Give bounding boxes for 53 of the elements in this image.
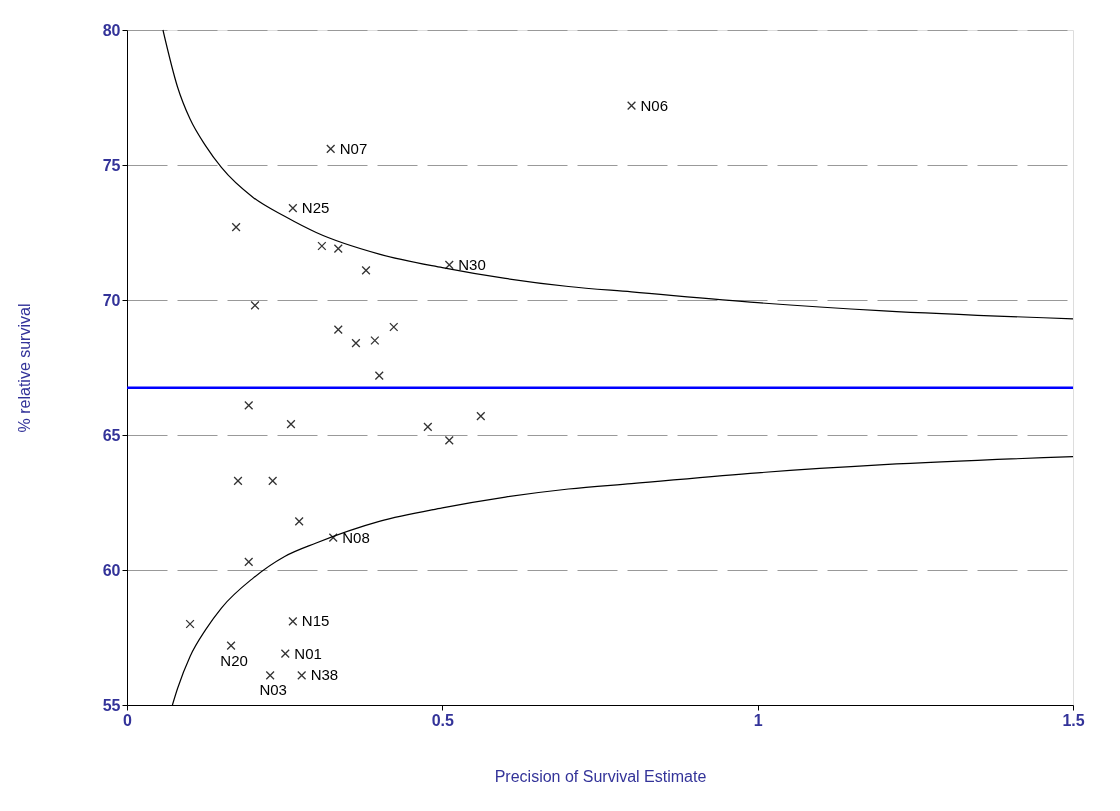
annotation: N25 <box>301 199 330 217</box>
point <box>389 322 399 332</box>
point <box>288 203 298 213</box>
point <box>361 265 371 275</box>
point <box>423 422 433 432</box>
x-axis-title: Precision of Survival Estimate <box>494 767 707 785</box>
point <box>286 419 296 429</box>
point <box>333 325 343 335</box>
annotation: N06 <box>640 96 669 114</box>
point <box>231 222 241 232</box>
point <box>226 641 236 651</box>
point <box>444 435 454 445</box>
point <box>444 260 454 270</box>
annotation: N15 <box>301 612 330 630</box>
point <box>233 476 243 486</box>
annotation: N30 <box>458 255 486 273</box>
point <box>370 335 380 346</box>
point <box>476 411 486 421</box>
x-tick-label: 1 <box>753 711 763 729</box>
y-tick-label: 80 <box>102 21 121 39</box>
annotation: N20 <box>220 651 248 669</box>
point <box>317 241 327 251</box>
annotation: N03 <box>259 681 287 699</box>
y-axis-title: % relative survival <box>15 303 33 433</box>
y-tick-label: 55 <box>102 696 121 714</box>
point <box>265 670 275 680</box>
point <box>268 476 278 486</box>
y-tick-label: 60 <box>102 561 121 579</box>
point <box>627 101 637 111</box>
point <box>185 619 195 629</box>
y-tick-label: 65 <box>102 426 121 444</box>
point <box>288 616 298 626</box>
point <box>333 244 343 254</box>
point <box>351 338 361 348</box>
y-tick-label: 70 <box>102 291 121 309</box>
point <box>374 371 384 381</box>
point <box>294 516 304 526</box>
point <box>244 400 254 410</box>
annotation: N38 <box>310 666 339 684</box>
x-tick-label: 0 <box>123 711 133 729</box>
x-tick-label: 0.5 <box>431 711 455 729</box>
point <box>326 144 336 154</box>
annotation: N08 <box>342 528 370 546</box>
x-tick-label: 1.5 <box>1062 711 1085 729</box>
point <box>244 557 254 567</box>
annotation: N01 <box>294 644 322 662</box>
y-tick-label: 75 <box>102 156 121 174</box>
point <box>280 649 290 659</box>
point <box>297 670 307 680</box>
point <box>328 533 338 543</box>
annotation: N07 <box>339 139 368 157</box>
line-series <box>162 29 1074 320</box>
point <box>250 300 260 310</box>
